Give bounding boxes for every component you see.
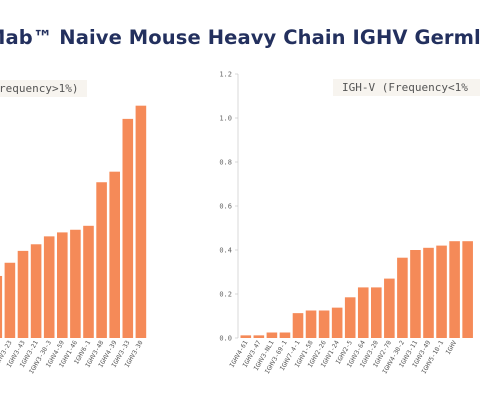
left-legend-box <box>0 80 87 97</box>
left-bar <box>4 262 16 338</box>
page-title: Mab™ Naive Mouse Heavy Chain IGHV Germli… <box>0 26 480 49</box>
right-legend-label: IGH-V (Frequency<1% <box>342 81 468 94</box>
right-bar <box>423 247 434 338</box>
right-bar <box>318 310 330 338</box>
right-chart: 0.0 0.2 0.4 0.6 0.8 1.0 1.2 IGH-V (Frequency<1… <box>219 71 480 375</box>
left-bar <box>30 244 42 338</box>
right-y-tick-label: 1.2 <box>219 71 232 79</box>
right-bar <box>266 332 278 338</box>
right-bar <box>436 245 447 338</box>
left-bar <box>83 225 94 338</box>
right-bar <box>279 332 291 338</box>
left-bar <box>109 171 120 338</box>
right-legend-box <box>333 79 480 96</box>
right-y-tick-label: 0.2 <box>219 291 232 299</box>
right-bar <box>462 241 473 338</box>
left-bar <box>135 105 147 339</box>
right-bar <box>449 241 460 338</box>
right-bar <box>371 287 382 338</box>
right-bar <box>305 310 317 338</box>
right-bar <box>357 287 369 338</box>
left-bar <box>57 232 68 338</box>
right-bar <box>240 335 252 338</box>
right-bar <box>331 307 343 338</box>
right-bar <box>344 297 356 338</box>
left-bar <box>122 118 134 338</box>
left-bar <box>70 229 81 338</box>
right-bar <box>384 278 395 338</box>
right-y-tick-label: 1.0 <box>219 115 232 123</box>
right-y-tick-label: 0.6 <box>219 203 232 211</box>
left-bar <box>17 250 29 338</box>
right-y-tick-label: 0.4 <box>219 247 232 255</box>
right-bar <box>397 257 408 338</box>
right-bar <box>292 313 304 338</box>
right-bar <box>253 335 265 338</box>
left-legend-label: requency>1%) <box>0 82 78 95</box>
left-bar <box>0 275 3 338</box>
right-y-tick-label: 0.8 <box>219 159 232 167</box>
right-y-tick-label: 0.0 <box>219 335 232 343</box>
left-chart: requency>1%) IGHV3-23IGHV3-43IGHV3-21IGH… <box>0 80 147 375</box>
right-bar <box>410 250 421 338</box>
right-category-label: IGHV <box>445 339 459 356</box>
left-bar <box>43 236 55 338</box>
left-bar <box>96 182 107 338</box>
